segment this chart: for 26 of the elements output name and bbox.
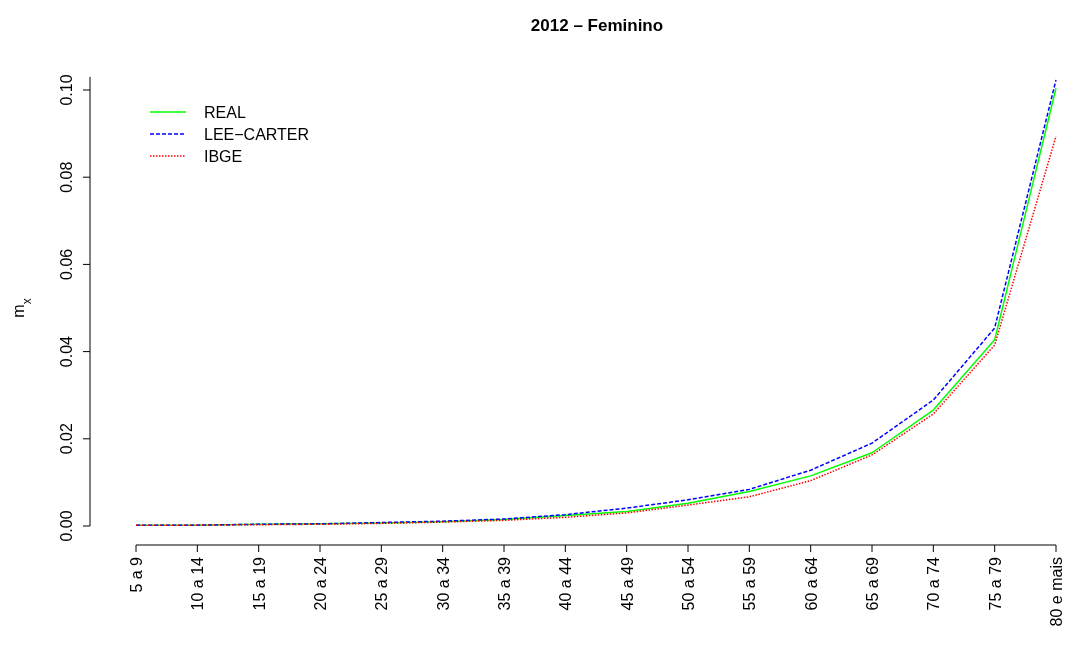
y-tick-label: 0.06: [58, 248, 75, 280]
y-tick-label: 0.10: [58, 74, 75, 106]
y-tick-label: 0.00: [58, 510, 75, 542]
legend-label: LEE−CARTER: [204, 126, 310, 143]
x-tick-label: 5 a 9: [128, 556, 145, 593]
legend-label: IBGE: [204, 148, 243, 165]
x-tick-label: 70 a 74: [925, 556, 943, 611]
x-tick-label: 50 a 54: [680, 556, 697, 611]
x-tick-label: 10 a 14: [189, 556, 207, 611]
x-tick-label: 15 a 19: [250, 556, 268, 611]
y-tick-label: 0.02: [58, 423, 75, 455]
y-tick-label: 0.08: [58, 161, 75, 193]
x-tick-label: 80 e mais: [1048, 557, 1065, 627]
chart-title: 2012 – Feminino: [530, 16, 664, 35]
x-tick-label: 40 a 44: [557, 556, 575, 611]
y-tick-label: 0.04: [58, 335, 75, 368]
x-tick-label: 55 a 59: [741, 556, 759, 611]
x-tick-label: 60 a 64: [802, 556, 820, 611]
x-tick-label: 65 a 69: [864, 556, 881, 611]
x-tick-label: 30 a 34: [434, 556, 452, 611]
x-tick-label: 45 a 49: [618, 556, 636, 611]
x-tick-label: 75 a 79: [986, 556, 1004, 611]
legend-label: REAL: [204, 104, 246, 121]
x-tick-label: 35 a 39: [496, 556, 513, 611]
x-tick-label: 25 a 29: [373, 556, 391, 611]
x-tick-label: 20 a 24: [312, 556, 329, 611]
